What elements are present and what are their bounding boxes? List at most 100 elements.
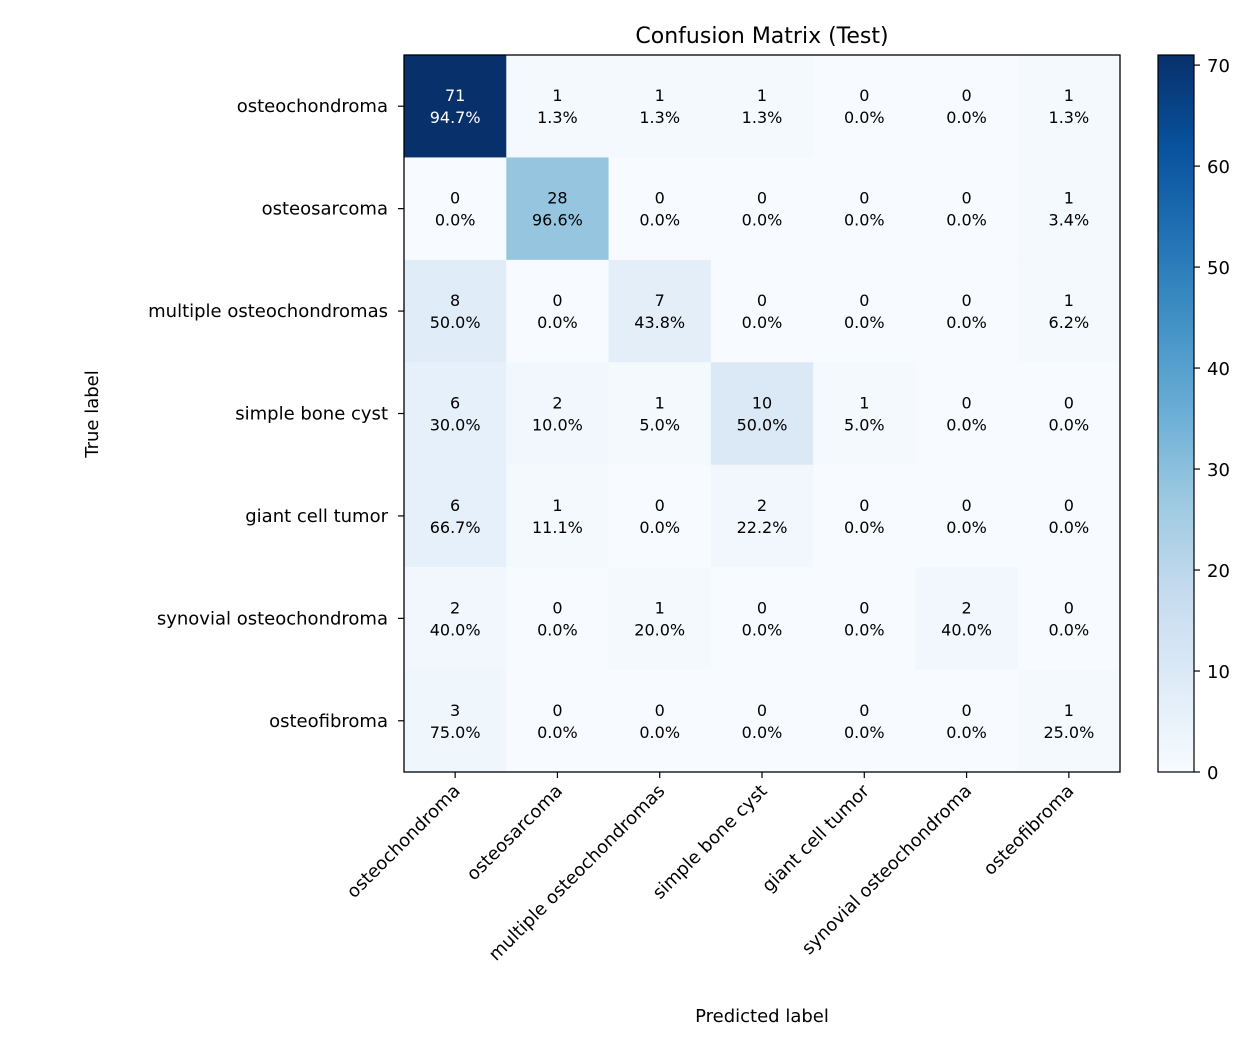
colorbar-tick-label: 0 — [1207, 763, 1218, 784]
cell-count-label: 0 — [1064, 496, 1074, 515]
cell-percent-label: 0.0% — [946, 211, 987, 230]
y-tick-label: giant cell tumor — [245, 506, 388, 527]
cell-count-label: 0 — [757, 701, 767, 720]
heatmap-cell — [506, 55, 610, 158]
cell-count-label: 0 — [859, 86, 869, 105]
cell-percent-label: 22.2% — [737, 518, 788, 537]
heatmap-cell — [1017, 669, 1121, 773]
cell-count-label: 2 — [757, 496, 767, 515]
heatmap-cell — [506, 157, 610, 261]
cell-count-label: 0 — [1064, 598, 1074, 617]
cell-percent-label: 0.0% — [742, 723, 783, 742]
heatmap-cell — [404, 669, 507, 773]
heatmap-cell — [813, 669, 916, 773]
cell-count-label: 0 — [757, 189, 767, 208]
heatmap-cell — [915, 157, 1019, 261]
cell-count-label: 0 — [961, 701, 971, 720]
heatmap-cell — [813, 567, 916, 671]
heatmap-cells — [404, 55, 1121, 773]
cell-percent-label: 0.0% — [1049, 518, 1090, 537]
heatmap-cell — [1017, 362, 1121, 466]
heatmap-cell — [404, 259, 507, 363]
heatmap-cell — [404, 362, 507, 466]
cell-count-label: 10 — [752, 394, 772, 413]
heatmap-cell — [608, 669, 712, 773]
heatmap-cell — [915, 567, 1019, 671]
heatmap-cell — [506, 464, 610, 568]
cell-count-label: 1 — [1064, 86, 1074, 105]
heatmap-cell — [915, 55, 1019, 158]
chart-title: Confusion Matrix (Test) — [635, 24, 888, 49]
heatmap-cell — [506, 669, 610, 773]
heatmap-cell — [915, 259, 1019, 363]
cell-count-label: 1 — [655, 598, 665, 617]
heatmap-cell — [710, 55, 814, 158]
cell-percent-label: 43.8% — [634, 313, 685, 332]
cell-percent-label: 1.3% — [537, 108, 578, 127]
heatmap-cell — [915, 464, 1019, 568]
colorbar-tick-label: 50 — [1207, 258, 1230, 279]
heatmap-cell — [1017, 567, 1121, 671]
colorbar-tick-label: 40 — [1207, 359, 1230, 380]
cell-percent-label: 0.0% — [844, 211, 885, 230]
colorbar: 0 10 20 30 40 50 60 70 — [1157, 54, 1230, 784]
cell-percent-label: 0.0% — [537, 723, 578, 742]
cell-percent-label: 0.0% — [946, 108, 987, 127]
cell-count-label: 3 — [450, 701, 460, 720]
heatmap-cell — [710, 669, 814, 773]
y-axis-ticks: osteochondroma osteosarcoma multiple osteo… — [148, 96, 404, 732]
colorbar-tick-label: 10 — [1207, 662, 1230, 683]
cell-percent-label: 0.0% — [844, 108, 885, 127]
x-axis-label: Predicted label — [695, 1006, 829, 1027]
cell-count-label: 0 — [655, 496, 665, 515]
cell-percent-label: 0.0% — [537, 620, 578, 639]
cell-percent-label: 0.0% — [742, 211, 783, 230]
cell-count-label: 7 — [655, 291, 665, 310]
cell-count-label: 0 — [552, 598, 562, 617]
cell-count-label: 0 — [552, 291, 562, 310]
heatmap-cell — [915, 362, 1019, 466]
cell-count-label: 0 — [450, 189, 460, 208]
x-tick-label: simple bone cyst — [649, 781, 772, 904]
cell-count-label: 6 — [450, 394, 460, 413]
heatmap-cell — [404, 567, 507, 671]
y-axis-label: True label — [82, 370, 103, 459]
cell-percent-label: 0.0% — [844, 620, 885, 639]
heatmap-cell — [710, 157, 814, 261]
cell-count-label: 1 — [1064, 291, 1074, 310]
cell-percent-label: 6.2% — [1049, 313, 1090, 332]
y-tick-label: multiple osteochondromas — [148, 301, 388, 322]
heatmap-cell — [608, 362, 712, 466]
cell-count-label: 0 — [655, 701, 665, 720]
cell-percent-label: 0.0% — [946, 313, 987, 332]
cell-percent-label: 11.1% — [532, 518, 583, 537]
cell-count-label: 0 — [961, 394, 971, 413]
y-tick-label: osteosarcoma — [262, 199, 388, 220]
cell-percent-label: 1.3% — [1049, 108, 1090, 127]
cell-count-label: 0 — [757, 291, 767, 310]
colorbar-tick-label: 20 — [1207, 561, 1230, 582]
cell-count-label: 0 — [859, 598, 869, 617]
cell-count-label: 1 — [552, 496, 562, 515]
cell-percent-label: 0.0% — [1049, 416, 1090, 435]
cell-percent-label: 50.0% — [737, 416, 788, 435]
cell-percent-label: 0.0% — [639, 518, 680, 537]
cell-percent-label: 0.0% — [639, 723, 680, 742]
x-tick-label: osteosarcoma — [463, 781, 567, 885]
heatmap-cell — [710, 259, 814, 363]
heatmap-cell — [813, 362, 916, 466]
cell-percent-label: 5.0% — [639, 416, 680, 435]
cell-count-label: 1 — [1064, 189, 1074, 208]
cell-count-label: 0 — [859, 701, 869, 720]
heatmap-cell — [813, 157, 916, 261]
y-tick-label: synovial osteochondroma — [157, 608, 388, 629]
x-tick-label: multiple osteochondromas — [485, 781, 669, 965]
heatmap-cell — [404, 157, 507, 261]
heatmap-cell — [506, 362, 610, 466]
heatmap-cell — [1017, 259, 1121, 363]
cell-percent-label: 94.7% — [430, 108, 481, 127]
cell-percent-label: 96.6% — [532, 211, 583, 230]
heatmap-cell — [710, 567, 814, 671]
cell-count-label: 1 — [552, 86, 562, 105]
